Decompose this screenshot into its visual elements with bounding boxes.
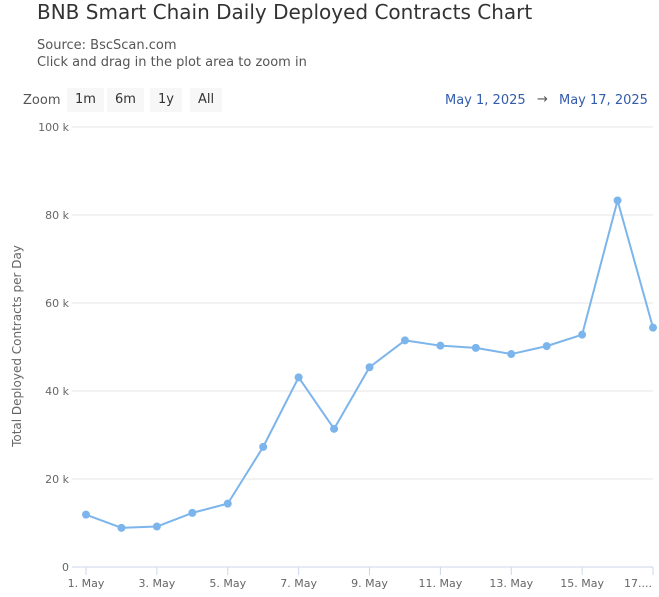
data-point[interactable] bbox=[188, 508, 197, 517]
y-axis-label: Total Deployed Contracts per Day bbox=[10, 245, 24, 448]
x-tick-label: 3. May bbox=[139, 577, 176, 590]
range-to[interactable]: May 17, 2025 bbox=[559, 93, 648, 108]
y-tick-label: 40 k bbox=[45, 385, 69, 398]
data-point[interactable] bbox=[259, 442, 268, 451]
grid-lines bbox=[72, 126, 653, 480]
y-tick-label: 80 k bbox=[45, 209, 69, 222]
range-from[interactable]: May 1, 2025 bbox=[445, 93, 526, 108]
source-text: Source: BscScan.com bbox=[37, 38, 177, 53]
data-point[interactable] bbox=[436, 341, 445, 350]
data-point[interactable] bbox=[542, 342, 551, 351]
data-point[interactable] bbox=[223, 499, 232, 508]
x-tick-label: 13. May bbox=[489, 577, 533, 590]
x-tick-label: 9. May bbox=[351, 577, 388, 590]
data-point[interactable] bbox=[507, 350, 516, 359]
zoom-label: Zoom bbox=[23, 93, 61, 108]
data-point[interactable] bbox=[152, 522, 161, 531]
zoom-1m-button[interactable]: 1m bbox=[67, 88, 104, 112]
x-axis: 1. May 3. May 5. May 7. May 9. May 11. May 13.… bbox=[68, 566, 654, 590]
data-point[interactable] bbox=[82, 510, 90, 519]
data-point[interactable] bbox=[294, 373, 303, 382]
data-point[interactable] bbox=[578, 330, 587, 339]
range-arrow: → bbox=[537, 92, 548, 107]
zoom-6m-button[interactable]: 6m bbox=[107, 88, 144, 112]
zoom-hint: Click and drag in the plot area to zoom … bbox=[37, 55, 307, 70]
zoom-1y-button[interactable]: 1y bbox=[150, 88, 182, 112]
chart-title: BNB Smart Chain Daily Deployed Contracts… bbox=[37, 0, 533, 24]
data-point[interactable] bbox=[613, 196, 622, 205]
data-point[interactable] bbox=[471, 343, 480, 352]
data-point[interactable] bbox=[365, 363, 374, 372]
y-tick-label: 0 bbox=[62, 561, 69, 574]
y-axis-ticks: 0 20 k 40 k 60 k 80 k 100 k bbox=[38, 121, 69, 574]
zoom-all-button[interactable]: All bbox=[190, 88, 223, 112]
data-point[interactable] bbox=[117, 523, 126, 532]
data-point[interactable] bbox=[649, 323, 657, 332]
y-tick-label: 100 k bbox=[38, 121, 69, 134]
x-tick-label: 5. May bbox=[209, 577, 246, 590]
x-tick-label: 7. May bbox=[280, 577, 317, 590]
data-point[interactable] bbox=[400, 336, 409, 345]
data-point[interactable] bbox=[330, 424, 339, 433]
x-tick-label: 15. May bbox=[560, 577, 604, 590]
series-line-group bbox=[82, 196, 657, 532]
x-tick-label: 11. May bbox=[419, 577, 463, 590]
x-tick-label: 17.... bbox=[624, 577, 652, 590]
x-tick-label: 1. May bbox=[68, 577, 105, 590]
y-tick-label: 20 k bbox=[45, 473, 69, 486]
y-tick-label: 60 k bbox=[45, 297, 69, 310]
